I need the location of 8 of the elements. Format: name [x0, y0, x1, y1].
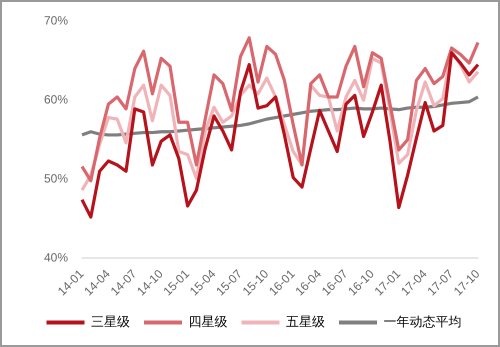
- y-tick-label: 50%: [44, 171, 68, 186]
- y-tick-label: 70%: [44, 14, 68, 28]
- y-tick-label: 60%: [44, 92, 68, 106]
- legend-label: 三星级: [91, 314, 130, 330]
- legend-label: 四星级: [188, 314, 228, 330]
- legend-label: 一年动态平均: [384, 314, 462, 330]
- y-tick-label: 40%: [44, 250, 68, 264]
- legend-label: 五星级: [286, 314, 325, 330]
